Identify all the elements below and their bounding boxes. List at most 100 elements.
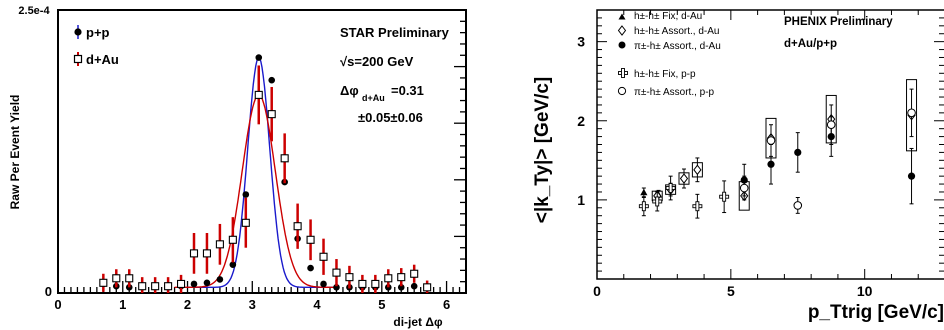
right-x-tick-label: 10 [857, 283, 873, 299]
energy-label: √s=200 GeV [340, 54, 414, 69]
left-x-tick-label: 0 [54, 297, 61, 312]
dau-point [319, 252, 328, 261]
right-legend: h±-h± Fix, d-Au h±-h± Assort., d-Au π±-h… [617, 11, 721, 98]
dau-point [345, 273, 354, 282]
dphi-symbol: Δφ [340, 83, 359, 98]
left-fit-p+p [187, 56, 337, 288]
right-x-axis-label: p_Ttrig [GeV/c] [808, 302, 944, 323]
kty-sys-box [678, 172, 690, 185]
dau-point [241, 218, 250, 227]
pih-assort-dau-point [907, 172, 916, 180]
left-data-points [99, 54, 432, 293]
right-x-tick-labels: 0 5 10 [593, 283, 873, 299]
left-y-tick-zero: 0 [45, 284, 52, 299]
pp-point [268, 76, 276, 84]
legend-label-hh-fix-dau: h±-h± Fix, d-Au [634, 11, 702, 22]
left-x-tick-label: 4 [313, 297, 321, 312]
dphi-value: =0.31 [391, 83, 424, 98]
right-y-tick-label: 1 [577, 192, 585, 208]
legend-marker-pih-assort-pp [617, 86, 627, 96]
kty-sys-box [691, 162, 703, 178]
hh-fix-dau-point [640, 188, 648, 196]
right-ticks [596, 9, 944, 280]
legend-marker-dau [73, 52, 83, 66]
dau-point [176, 279, 186, 288]
pp-point [307, 264, 314, 272]
pih-assort-pp-point [793, 201, 803, 210]
dau-point [293, 222, 302, 231]
legend-marker-hh-assort-dau [617, 25, 627, 36]
pp-point [125, 284, 133, 291]
dau-point [280, 154, 289, 163]
dau-point [99, 278, 108, 287]
pp-point [410, 282, 418, 290]
pp-point [242, 191, 250, 198]
dphi-subscript: d+Au [362, 93, 385, 103]
dau-point [332, 268, 341, 277]
legend-label-dau: d+Au [86, 52, 119, 67]
left-x-axis-label-text: di-jet Δφ [393, 315, 443, 329]
dau-point [423, 283, 432, 292]
phenix-kty-chart: 1 2 3 0 5 10 <|k_Ty|> [GeV/c] p_Ttrig [GeV/c… [532, 9, 944, 323]
pp-point [216, 276, 224, 283]
dau-point [384, 274, 393, 283]
dphi-errors: ±0.05±0.06 [358, 110, 423, 125]
hh-fix-pp-point-center [723, 195, 726, 198]
pp-point [190, 280, 198, 288]
right-y-axis-label-text: <|k_Ty|> [GeV/c] [532, 77, 553, 224]
pp-point [384, 284, 392, 291]
dau-point [306, 235, 315, 244]
left-x-tick-label: 3 [249, 297, 256, 312]
dau-point [397, 273, 406, 282]
left-y-axis-label: Raw Per Event Yield [8, 95, 22, 210]
right-x-tick-label: 0 [593, 283, 601, 299]
hh-assort-dau-point [679, 173, 689, 184]
legend-marker-hh-fix-dau [618, 13, 626, 20]
left-y-tick-top: 2.5e-4 [18, 5, 50, 17]
dau-point [358, 279, 367, 288]
legend-marker-pp [74, 25, 82, 39]
legend-label-pp: p+p [86, 25, 110, 40]
pp-point [333, 284, 340, 291]
legend-label-pih-assort-pp: π±-h± Assort., p-p [634, 87, 715, 98]
right-y-axis-label: <|k_Ty|> [GeV/c] [532, 77, 553, 224]
dau-point [267, 110, 276, 119]
hh-assort-dau-point [693, 164, 702, 176]
legend-label-hh-assort-dau: h±-h± Assort., d-Au [634, 26, 719, 37]
left-plot-frame [57, 9, 467, 294]
dau-point [189, 249, 199, 258]
phenix-preliminary-label: PHENIX Preliminary [784, 16, 893, 28]
left-ticks [57, 9, 467, 294]
legend-marker-hh-fix-pp [618, 68, 628, 78]
hh-fix-pp-point-center [642, 205, 645, 208]
right-y-tick-labels: 1 2 3 [577, 34, 585, 208]
right-data-points [638, 79, 918, 219]
dau-point [202, 249, 212, 258]
left-x-tick-label: 1 [119, 297, 126, 312]
left-fit-d+Au [174, 94, 337, 288]
pp-point [255, 54, 263, 61]
legend-label-pih-assort-dau: π±-h± Assort., d-Au [634, 41, 721, 52]
pp-point [397, 284, 405, 291]
dau-point [371, 279, 380, 288]
right-y-tick-label: 3 [577, 34, 585, 50]
left-x-axis-label: di-jet Δφ [393, 315, 443, 329]
left-x-tick-label: 6 [443, 297, 450, 312]
pih-assort-pp-point [826, 120, 836, 130]
pp-point [229, 261, 237, 269]
left-legend: p+p d+Au [73, 25, 119, 67]
pp-point [203, 279, 211, 287]
star-dijet-chart: Raw Per Event Yield 2.5e-4 0 0 1 2 3 4 5 6 di-… [8, 5, 467, 329]
pih-assort-dau-point [794, 148, 802, 157]
left-x-tick-label: 2 [184, 297, 191, 312]
hh-fix-pp-point-center [669, 187, 672, 190]
right-y-tick-label: 2 [577, 113, 585, 129]
system-label: d+Au/p+p [784, 38, 837, 50]
left-x-tick-label: 5 [378, 297, 385, 312]
pih-assort-dau-point [767, 160, 775, 168]
pih-assort-pp-point [907, 108, 916, 118]
star-preliminary-label: STAR Preliminary [340, 25, 450, 40]
pp-point [320, 280, 327, 288]
dau-point [164, 282, 173, 291]
